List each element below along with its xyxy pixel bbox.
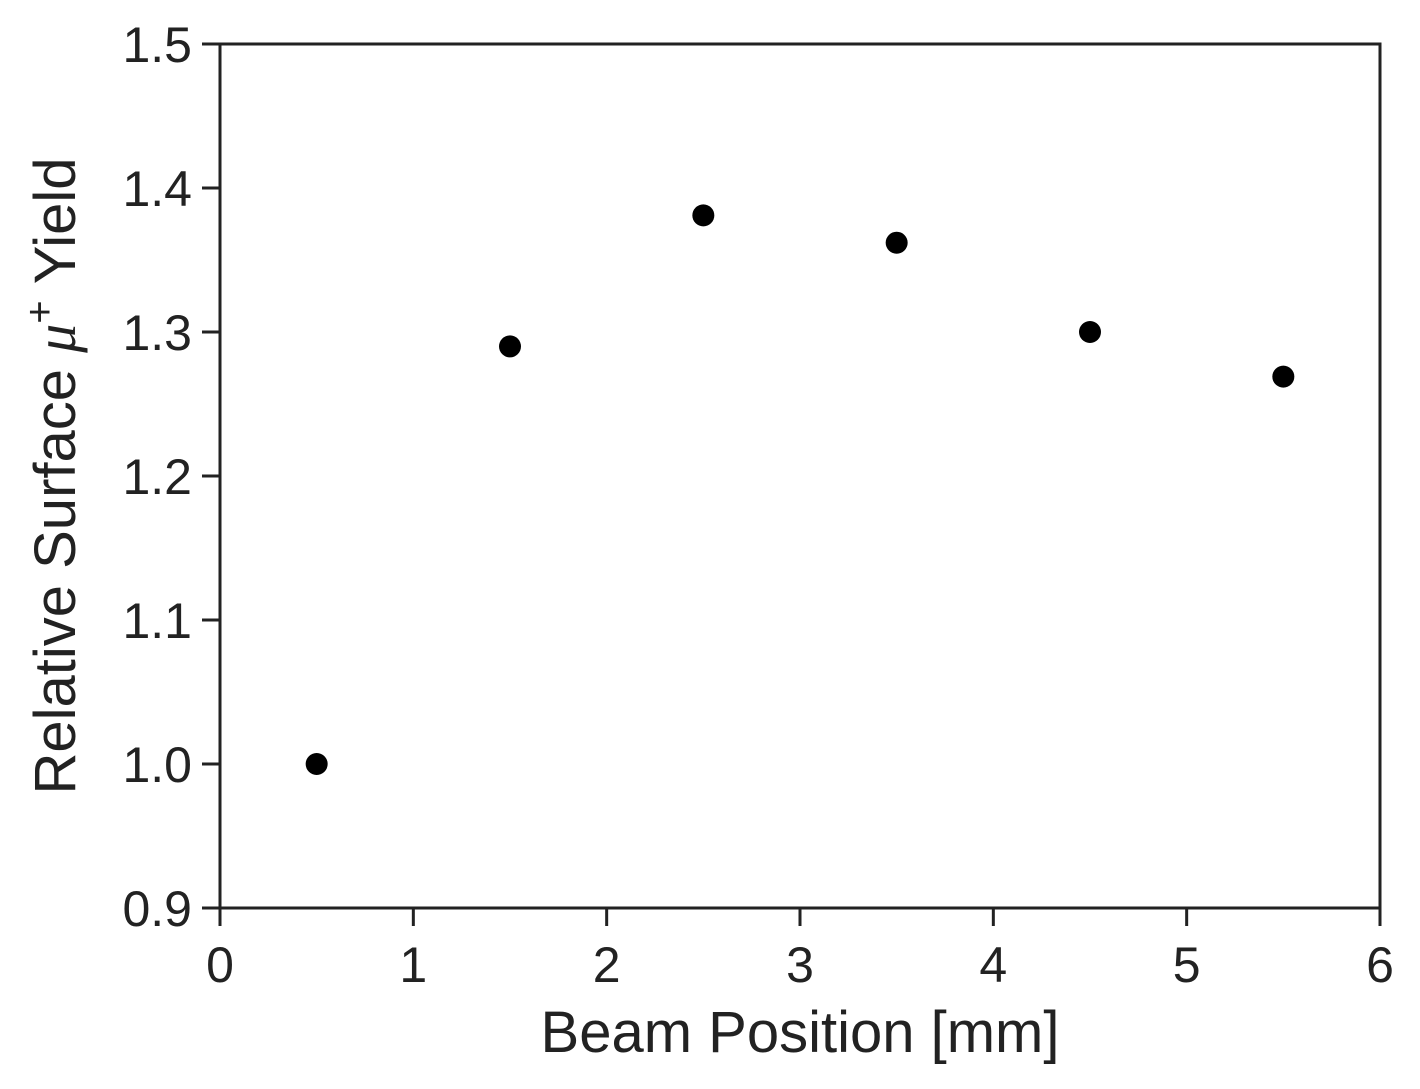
- x-tick-label: 2: [593, 937, 621, 993]
- x-axis-title: Beam Position [mm]: [541, 1000, 1060, 1065]
- plot-frame: [218, 42, 1382, 910]
- y-tick-label: 1.1: [122, 593, 192, 649]
- y-axis-title: Relative Surface μ+ Yield: [18, 157, 88, 794]
- data-point: [1272, 365, 1295, 388]
- y-axis-title-prefix: Relative Surface: [23, 353, 88, 795]
- y-axis-title-suffix: Yield: [23, 157, 88, 300]
- y-axis-ticks: 0.9 1.0 1.1 1.2 1.3 1.4 1.5: [122, 17, 220, 937]
- data-point: [499, 335, 521, 358]
- x-axis-ticks: 0 1 2 3 4 5 6: [206, 908, 1394, 993]
- y-tick-label: 1.2: [122, 449, 192, 505]
- x-tick-label: 5: [1173, 937, 1201, 993]
- data-point: [885, 231, 908, 254]
- x-tick-label: 0: [206, 937, 234, 993]
- mu-symbol: μ: [23, 324, 88, 354]
- x-tick-label: 1: [399, 937, 427, 993]
- y-tick-label: 1.3: [122, 305, 192, 361]
- data-point: [1079, 321, 1101, 343]
- data-point: [692, 204, 715, 227]
- y-tick-label: 0.9: [122, 881, 192, 937]
- x-tick-label: 3: [786, 937, 814, 993]
- x-tick-label: 6: [1366, 937, 1394, 993]
- data-point: [305, 753, 328, 775]
- data-points: [305, 204, 1295, 775]
- y-tick-label: 1.0: [122, 737, 192, 793]
- mu-superscript: +: [18, 300, 62, 323]
- y-tick-label: 1.4: [122, 161, 192, 217]
- y-tick-label: 1.5: [122, 17, 192, 73]
- x-tick-label: 4: [979, 937, 1007, 993]
